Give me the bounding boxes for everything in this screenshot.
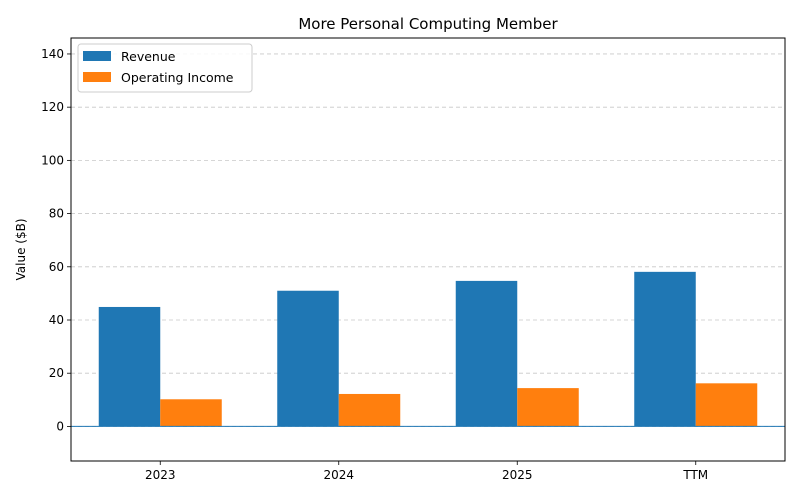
legend-swatch-revenue [83,51,111,61]
bar-operating-income-ttm [695,383,758,427]
y-tick-label: 0 [56,419,64,433]
y-tick-label: 140 [41,47,64,61]
bars [98,271,758,427]
x-tick-label: 2025 [502,468,533,482]
bar-revenue-2024 [277,290,339,427]
bar-operating-income-2023 [160,399,222,427]
legend-label-operating-income: Operating Income [121,70,234,85]
bar-operating-income-2024 [338,393,401,427]
y-tick-label: 60 [49,260,64,274]
y-tick-label: 100 [41,153,64,167]
y-axis-ticks: 0 20 40 60 80 100 120 140 [41,47,71,433]
x-axis-ticks: 2023 2024 2025 TTM [145,461,708,482]
x-tick-label: 2024 [323,468,354,482]
y-tick-label: 120 [41,100,64,114]
y-axis-label: Value ($B) [14,219,28,281]
chart-title: More Personal Computing Member [298,15,558,33]
bar-revenue-2023 [98,306,161,427]
legend: Revenue Operating Income [77,43,253,93]
plot-frame [70,37,786,462]
legend-label-revenue: Revenue [121,49,176,64]
y-tick-label: 20 [49,366,64,380]
x-tick-label: 2023 [145,468,176,482]
legend-box [77,43,253,93]
bar-operating-income-2025 [517,388,579,427]
y-tick-label: 80 [49,207,64,221]
y-tick-label: 40 [49,313,64,327]
bar-revenue-ttm [634,271,696,427]
bar-revenue-2025 [455,280,518,427]
legend-swatch-operating-income [83,72,111,82]
x-tick-label: TTM [682,468,708,482]
